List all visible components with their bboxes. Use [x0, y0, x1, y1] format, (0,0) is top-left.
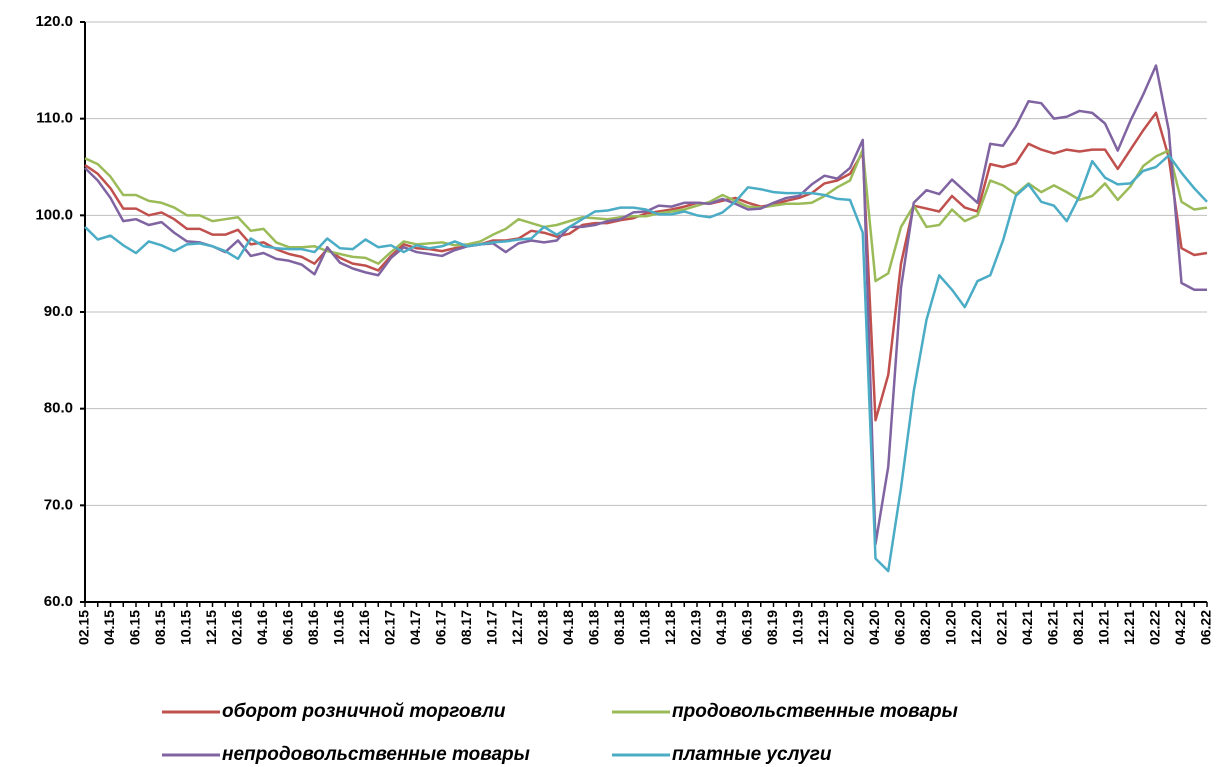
- legend-label: непродовольственные товары: [222, 744, 530, 765]
- y-tick-label: 60.0: [44, 593, 73, 610]
- y-tick-label: 110.0: [36, 110, 73, 127]
- x-tick-label: 10.18: [637, 610, 653, 645]
- x-tick-label: 08.18: [611, 610, 627, 645]
- x-tick-label: 08.15: [152, 610, 168, 645]
- x-tick-label: 08.16: [305, 610, 321, 645]
- x-tick-label: 10.16: [331, 610, 347, 645]
- y-tick-label: 90.0: [44, 303, 73, 320]
- legend-label: платные услуги: [672, 744, 832, 765]
- x-tick-label: 02.22: [1147, 610, 1163, 645]
- x-tick-label: 04.22: [1172, 610, 1188, 645]
- x-tick-label: 12.21: [1121, 610, 1137, 645]
- x-tick-label: 10.19: [790, 610, 806, 645]
- x-tick-label: 12.17: [509, 610, 525, 645]
- x-tick-label: 06.21: [1045, 610, 1061, 645]
- x-tick-label: 04.17: [407, 610, 423, 645]
- x-tick-label: 12.19: [815, 610, 831, 645]
- y-tick-label: 100.0: [35, 206, 73, 223]
- x-tick-label: 08.20: [917, 610, 933, 645]
- x-tick-label: 06.15: [127, 610, 143, 645]
- x-tick-label: 12.16: [356, 610, 372, 645]
- x-tick-label: 02.18: [535, 610, 551, 645]
- x-tick-label: 04.19: [713, 610, 729, 645]
- x-tick-label: 04.15: [101, 610, 117, 645]
- x-tick-label: 10.17: [484, 610, 500, 645]
- x-tick-label: 10.21: [1096, 610, 1112, 645]
- x-tick-label: 10.20: [943, 610, 959, 645]
- x-tick-label: 02.15: [76, 610, 92, 645]
- x-tick-label: 06.20: [892, 610, 908, 645]
- x-tick-label: 08.21: [1070, 610, 1086, 645]
- x-tick-label: 12.18: [662, 610, 678, 645]
- x-tick-label: 04.20: [866, 610, 882, 645]
- x-tick-label: 12.20: [968, 610, 984, 645]
- legend-label: оборот розничной торговли: [222, 701, 506, 722]
- y-tick-label: 70.0: [44, 496, 73, 513]
- x-tick-label: 02.20: [841, 610, 857, 645]
- x-tick-label: 02.21: [994, 610, 1010, 645]
- x-tick-label: 08.17: [458, 610, 474, 645]
- y-tick-label: 80.0: [44, 400, 73, 417]
- x-tick-label: 02.19: [688, 610, 704, 645]
- series-line: [84, 154, 1208, 573]
- x-tick-label: 06.17: [433, 610, 449, 645]
- x-tick-label: 10.15: [178, 610, 194, 645]
- x-tick-label: 02.17: [382, 610, 398, 645]
- y-tick-label: 120.0: [35, 13, 73, 30]
- x-tick-label: 02.16: [229, 610, 245, 645]
- legend-label: продовольственные товары: [672, 701, 958, 722]
- x-tick-label: 04.18: [560, 610, 576, 645]
- x-tick-label: 04.16: [254, 610, 270, 645]
- x-tick-label: 04.21: [1019, 610, 1035, 645]
- x-tick-label: 06.19: [739, 610, 755, 645]
- x-tick-label: 12.15: [203, 610, 219, 645]
- series-line: [84, 64, 1207, 546]
- x-tick-label: 08.19: [764, 610, 780, 645]
- x-tick-label: 06.22: [1198, 610, 1214, 645]
- x-tick-label: 06.18: [586, 610, 602, 645]
- series-line: [84, 111, 1208, 422]
- x-tick-label: 06.16: [280, 610, 296, 645]
